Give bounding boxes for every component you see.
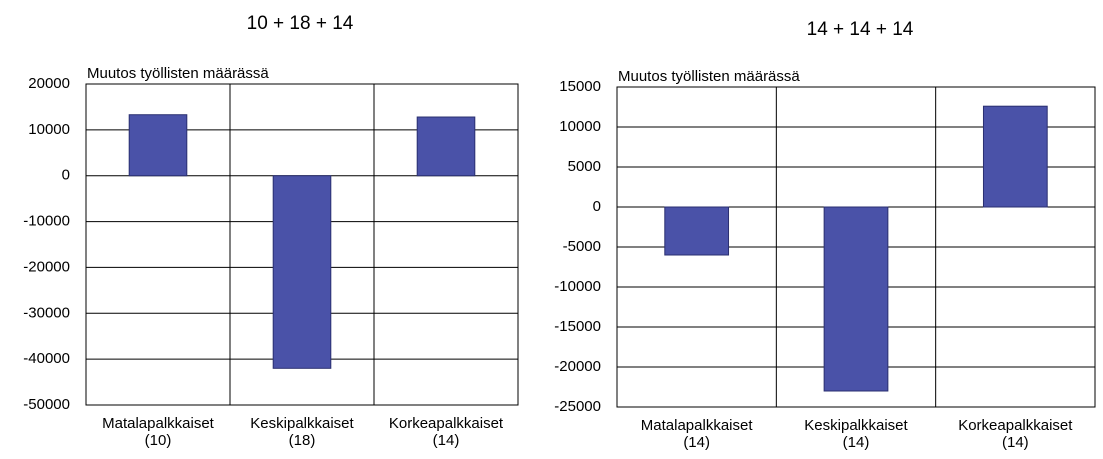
y-tick-label: 0 <box>593 198 601 215</box>
y-tick-label: 5000 <box>568 158 601 175</box>
y-tick-label: -10000 <box>554 278 601 295</box>
x-tick-label: Matalapalkkaiset (14) <box>640 417 753 451</box>
y-tick-label: -5000 <box>563 238 601 255</box>
y-axis-label: Muutos työllisten määrässä <box>618 68 800 85</box>
bar <box>982 105 1048 208</box>
y-tick-label: -20000 <box>23 258 70 275</box>
chart-title: 10 + 18 + 14 <box>247 13 354 34</box>
y-tick-label: -15000 <box>554 318 601 335</box>
y-tick-label: -10000 <box>23 213 70 230</box>
x-tick-label: Matalapalkkaiset (10) <box>102 415 214 449</box>
bar <box>272 175 332 369</box>
x-tick-label: Keskipalkkaiset (18) <box>250 415 354 449</box>
y-tick-label: 15000 <box>559 78 601 95</box>
y-axis-label: Muutos työllisten määrässä <box>87 65 269 82</box>
x-tick-label: Korkeapalkkaiset (14) <box>388 415 504 449</box>
y-tick-label: 20000 <box>28 75 70 92</box>
bar <box>664 206 730 256</box>
x-tick-label: Keskipalkkaiset (14) <box>804 417 908 451</box>
bar <box>823 206 889 392</box>
y-tick-label: 10000 <box>559 118 601 135</box>
y-tick-label: -30000 <box>23 304 70 321</box>
bar <box>128 114 188 177</box>
y-tick-label: -20000 <box>554 358 601 375</box>
chart-title: 14 + 14 + 14 <box>807 19 914 40</box>
y-tick-label: 0 <box>62 167 70 184</box>
y-tick-label: 10000 <box>28 121 70 138</box>
x-tick-label: Korkeapalkkaiset (14) <box>958 417 1073 451</box>
y-tick-label: -50000 <box>23 396 70 413</box>
bar <box>416 116 476 177</box>
y-tick-label: -25000 <box>554 398 601 415</box>
y-tick-label: -40000 <box>23 350 70 367</box>
